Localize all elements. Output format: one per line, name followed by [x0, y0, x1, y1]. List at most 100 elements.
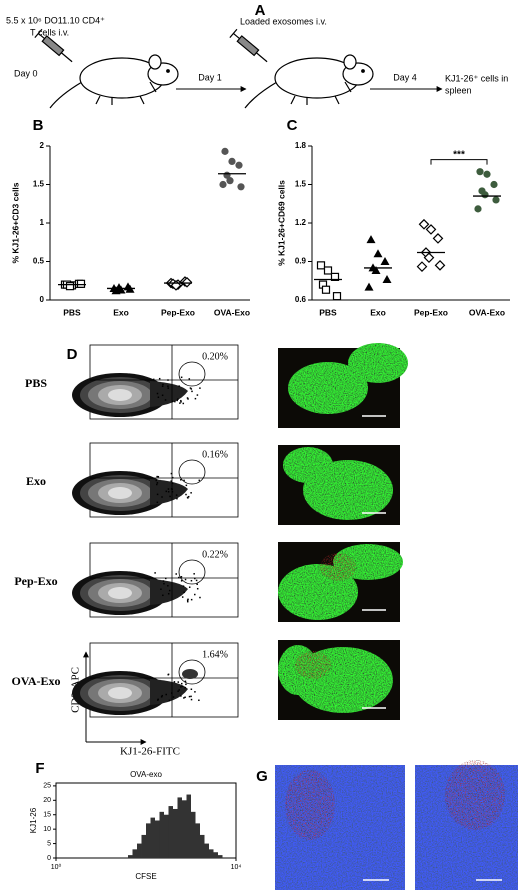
- data-point: [228, 157, 236, 165]
- event-dot: [185, 493, 187, 496]
- event-dot: [181, 682, 183, 685]
- event-dot: [187, 398, 189, 400]
- event-dot: [167, 490, 170, 493]
- event-dot: [162, 580, 165, 582]
- data-point: [373, 249, 383, 258]
- day-label: Day 1: [198, 72, 222, 82]
- data-point: [221, 147, 229, 155]
- event-dot: [198, 699, 200, 702]
- row-label: OVA-Exo: [11, 674, 60, 688]
- event-dot: [183, 697, 185, 699]
- event-dot: [194, 577, 196, 580]
- data-point: [380, 257, 390, 265]
- event-dot: [183, 479, 185, 482]
- gate-percent: 0.16%: [202, 449, 228, 460]
- density-tail: [150, 381, 188, 407]
- histogram-bar: [209, 849, 214, 858]
- event-dot: [188, 586, 191, 588]
- x-tick-label: Exo: [370, 307, 386, 317]
- x-tick-label: Pep-Exo: [161, 307, 195, 317]
- chart-title: OVA-exo: [130, 770, 162, 779]
- histogram-bar: [132, 849, 138, 858]
- event-dot: [181, 596, 184, 598]
- histogram-bar: [146, 823, 151, 858]
- data-point: [425, 224, 437, 235]
- event-dot: [156, 501, 159, 504]
- y-tick-label: 25: [43, 783, 51, 790]
- event-dot: [187, 598, 189, 601]
- mouse-icon: [34, 28, 179, 109]
- data-point: [476, 168, 484, 176]
- y-tick-label: 10: [43, 826, 51, 833]
- histogram-bar: [213, 852, 219, 858]
- histogram-bar: [168, 806, 173, 858]
- histogram-bar: [137, 843, 142, 858]
- x-tick-label: Exo: [113, 307, 129, 317]
- y-tick-label: 0: [40, 295, 45, 304]
- histogram-bar: [182, 800, 187, 858]
- tissue-region: [283, 447, 333, 483]
- panel-label: B: [33, 117, 44, 134]
- data-point: [432, 233, 444, 244]
- event-dot: [186, 397, 189, 399]
- event-dot: [190, 579, 193, 582]
- event-dot: [156, 475, 158, 478]
- chart: C 0.6 0.9 1.2 1.5 1.8 % KJ1-26+CD69 cells PBS Ex…: [276, 117, 510, 317]
- event-dot: [168, 589, 171, 592]
- y-axis-label: % KJ1-26+CD69 cells: [276, 180, 286, 266]
- event-dot: [194, 397, 197, 400]
- event-dot: [167, 488, 170, 490]
- x-tick-label: OVA-Exo: [469, 307, 505, 317]
- green-signal: [283, 447, 393, 520]
- x-tick-label: 10⁴: [231, 864, 242, 871]
- event-dot: [175, 494, 178, 496]
- data-point: [323, 266, 333, 275]
- histogram-bar: [155, 820, 160, 858]
- histogram-bar: [218, 855, 223, 858]
- gate: [178, 459, 206, 485]
- gate-percent: 0.20%: [202, 351, 228, 362]
- histogram-bar: [141, 834, 146, 858]
- event-dot: [178, 385, 180, 387]
- y-tick-label: 2: [40, 141, 45, 150]
- x-tick-label: 10⁰: [51, 863, 62, 871]
- gate-percent: 1.64%: [202, 649, 228, 660]
- event-dot: [180, 686, 182, 688]
- event-dot: [167, 592, 170, 595]
- density-tail: [150, 679, 188, 705]
- event-dot: [177, 681, 180, 683]
- y-tick-label: 1.8: [295, 141, 307, 150]
- event-dot: [184, 686, 186, 689]
- event-dot: [161, 496, 163, 498]
- event-dot: [190, 688, 193, 690]
- event-dot: [160, 696, 163, 698]
- event-dot: [171, 490, 174, 493]
- flow-density: [72, 671, 200, 715]
- histogram-bar: [150, 817, 156, 858]
- panel-label: F: [35, 760, 44, 777]
- event-dot: [186, 599, 189, 602]
- event-dot: [196, 394, 199, 396]
- event-dot: [161, 394, 164, 397]
- y-tick-label: 20: [43, 797, 51, 804]
- event-dot: [194, 593, 196, 596]
- significance-label: ***: [453, 149, 465, 160]
- panel-a: A 5.5 x 10⁶ DO11.10 CD4⁺ T cells i.v. Da…: [6, 2, 508, 109]
- x-tick-label: OVA-Exo: [214, 307, 250, 317]
- event-dot: [188, 378, 191, 380]
- red-region: [285, 770, 335, 840]
- green-signal: [288, 343, 408, 414]
- event-dot: [173, 681, 176, 683]
- event-dot: [169, 495, 171, 498]
- event-dot: [180, 401, 182, 403]
- gated-population: [182, 669, 198, 679]
- event-dot: [177, 690, 179, 693]
- event-dot: [183, 591, 185, 594]
- event-dot: [156, 392, 159, 395]
- event-dot: [189, 387, 192, 389]
- panel-label: A: [255, 2, 266, 19]
- data-point: [226, 177, 234, 185]
- y-tick-label: 0.5: [33, 257, 45, 266]
- data-point: [382, 274, 392, 283]
